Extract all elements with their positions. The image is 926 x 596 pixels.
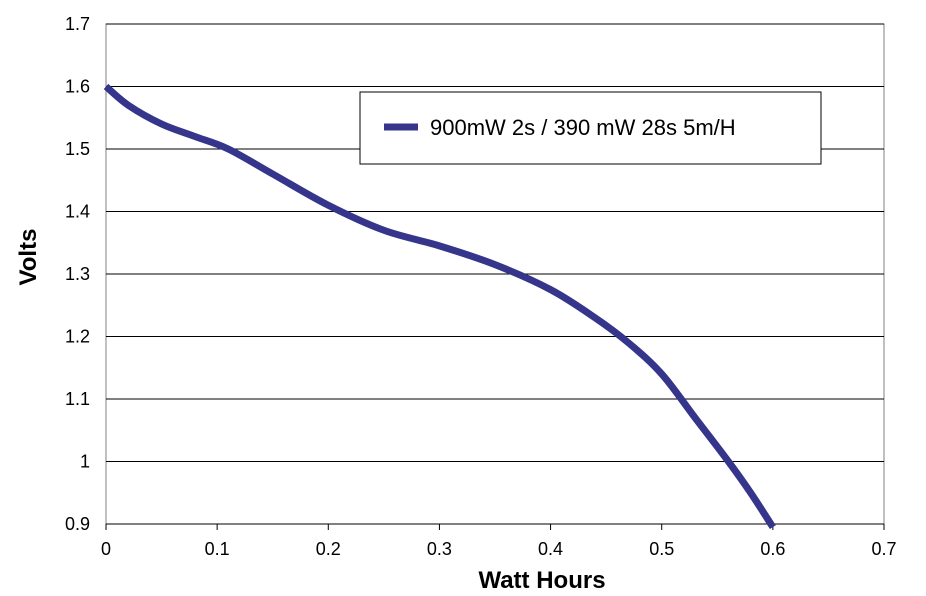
series-line-0 (103, 83, 776, 530)
y-axis-title: Volts (15, 229, 42, 286)
legend-label: 900mW 2s / 390 mW 28s 5m/H (430, 115, 736, 140)
x-tick-label: 0.4 (538, 539, 563, 559)
y-tick-label: 1.3 (65, 264, 90, 284)
x-tick-label: 0.6 (760, 539, 785, 559)
x-tick-label: 0 (101, 539, 111, 559)
x-tick-label: 0.7 (871, 539, 896, 559)
y-tick-label: 1.6 (65, 77, 90, 97)
y-axis-tick-labels: 0.9 1 1.1 1.2 1.3 1.4 1.5 1.6 1.7 (65, 14, 90, 534)
y-tick-label: 1 (80, 452, 90, 472)
y-tick-label: 1.1 (65, 389, 90, 409)
y-tick-label: 1.4 (65, 202, 90, 222)
x-axis-tick-marks (105, 524, 885, 530)
x-tick-label: 0.2 (316, 539, 341, 559)
y-tick-label: 1.7 (65, 14, 90, 34)
x-axis-tick-labels: 0 0.1 0.2 0.3 0.4 0.5 0.6 0.7 (101, 539, 897, 559)
x-tick-label: 0.5 (649, 539, 674, 559)
x-axis-title: Watt Hours (478, 567, 605, 594)
legend-box (359, 91, 822, 165)
y-tick-label: 1.2 (65, 327, 90, 347)
x-tick-label: 0.1 (205, 539, 230, 559)
legend: 900mW 2s / 390 mW 28s 5m/H (359, 91, 822, 165)
series-layer (103, 83, 776, 530)
y-tick-label: 0.9 (65, 514, 90, 534)
x-tick-label: 0.3 (427, 539, 452, 559)
y-tick-label: 1.5 (65, 139, 90, 159)
